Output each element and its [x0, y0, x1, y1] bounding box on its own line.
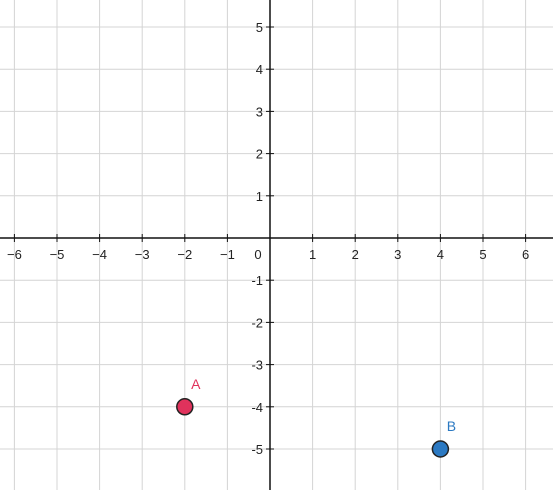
x-tick-label: −6: [7, 247, 22, 262]
point-label-b: B: [447, 418, 456, 434]
y-tick-label: 1: [256, 189, 263, 204]
y-tick-label: 3: [256, 104, 263, 119]
point-label-a: A: [191, 376, 201, 392]
x-tick-label: −1: [220, 247, 235, 262]
x-tick-label: 4: [437, 247, 444, 262]
y-tick-label: 5: [256, 20, 263, 35]
tick-labels: −6 −5 −4 −3 −2 −1 1 2 3 4 5 6 5 4 3 2 1 -1 -2 -3 -4 -5 0: [7, 20, 529, 457]
y-tick-label: 2: [256, 147, 263, 162]
x-tick-label: 5: [479, 247, 486, 262]
y-tick-label: -2: [251, 315, 263, 330]
origin-label: 0: [254, 247, 261, 262]
x-tick-label: 6: [522, 247, 529, 262]
y-tick-label: -1: [251, 273, 263, 288]
x-tick-label: −3: [135, 247, 150, 262]
point-a: [176, 398, 194, 416]
y-tick-label: -5: [251, 442, 263, 457]
x-tick-label: −4: [92, 247, 107, 262]
y-tick-label: 4: [256, 62, 263, 77]
data-points: AB: [176, 376, 456, 458]
x-tick-label: 2: [352, 247, 359, 262]
x-tick-label: 1: [309, 247, 316, 262]
x-tick-label: 3: [394, 247, 401, 262]
x-tick-label: −5: [50, 247, 65, 262]
y-tick-label: -4: [251, 400, 263, 415]
y-tick-label: -3: [251, 358, 263, 373]
point-b: [431, 440, 450, 458]
x-tick-label: −2: [177, 247, 192, 262]
